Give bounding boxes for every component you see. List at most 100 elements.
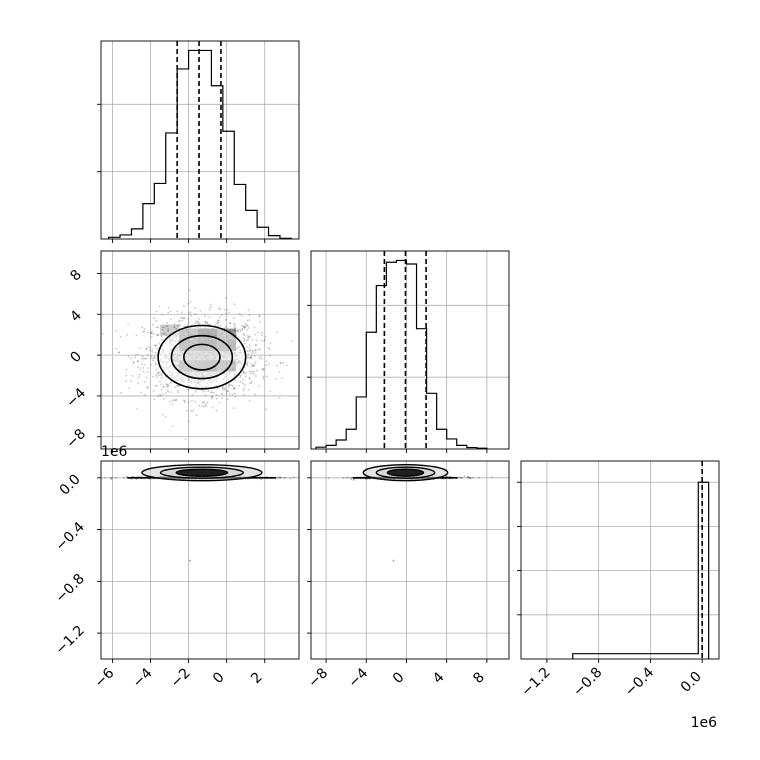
p1-vs-p0-point — [245, 372, 247, 374]
p1-vs-p0-point — [243, 327, 246, 330]
p1-vs-p0-point — [158, 371, 160, 373]
p1-vs-p0-point — [132, 362, 135, 365]
p1-vs-p0-point — [152, 375, 154, 378]
p1-vs-p0-point — [160, 388, 163, 391]
p1-vs-p0-point — [152, 324, 154, 326]
p1-vs-p0-point — [254, 375, 257, 377]
p1-vs-p0-point — [246, 363, 248, 365]
p1-vs-p0-point — [170, 381, 173, 384]
p1-vs-p0-point — [218, 401, 221, 404]
p1-vs-p0-point — [243, 393, 246, 396]
p1-vs-p0-point — [167, 311, 170, 314]
p1-vs-p0-point — [257, 348, 260, 351]
p2-vs-p1-point — [467, 475, 469, 478]
hist-p0-bar-8 — [200, 50, 211, 239]
p1-vs-p0-point — [190, 314, 193, 317]
p1-vs-p0-point — [166, 383, 169, 386]
p1-vs-p0-point — [189, 311, 192, 314]
p1-vs-p0-point — [150, 332, 153, 335]
p1-vs-p0-point — [163, 398, 165, 400]
p1-vs-p0-point — [291, 340, 293, 342]
p1-vs-p0-point — [247, 327, 250, 329]
p1-vs-p0-point — [158, 342, 161, 345]
p1-vs-p0-point — [211, 406, 214, 409]
p1-vs-p0-point — [201, 389, 204, 392]
p1-vs-p0-point — [217, 321, 220, 324]
p1-vs-p0-point — [142, 370, 145, 373]
p2-vs-p1-frame — [310, 460, 510, 660]
p2-vs-p0-outlier — [188, 559, 191, 562]
p1-vs-p0-point — [233, 392, 236, 395]
p1-vs-p0-point — [248, 319, 251, 321]
p2-vs-p1-point — [468, 476, 470, 479]
p1-vs-p0-point — [167, 328, 169, 330]
p1-vs-p0-point — [267, 363, 270, 365]
p1-vs-p0-point — [234, 327, 237, 330]
p1-vs-p0-point — [248, 336, 251, 339]
p1-vs-p0-point — [214, 324, 217, 327]
p1-vs-p0-point — [145, 376, 148, 379]
hist-p2-xtick-label-1: −0.8 — [570, 664, 605, 699]
p1-vs-p0-point — [269, 390, 271, 393]
p1-vs-p0-point — [232, 407, 235, 410]
p1-vs-p0-point — [250, 370, 253, 373]
p1-vs-p0-point — [239, 374, 242, 377]
p1-vs-p0-point — [187, 302, 190, 305]
p1-vs-p0-point — [134, 356, 136, 359]
p1-vs-p0-point — [233, 387, 236, 390]
p2-vs-p0-point — [306, 476, 308, 478]
p1-vs-p0-point — [221, 387, 224, 390]
p1-vs-p0-point — [154, 363, 157, 366]
p1-vs-p0-point — [154, 344, 157, 347]
hist-p1-bar-9 — [406, 264, 416, 449]
p1-vs-p0-point — [255, 344, 257, 347]
p1-vs-p0-point — [243, 326, 245, 329]
p1-vs-p0-point — [251, 365, 254, 367]
p1-vs-p0-point — [254, 351, 257, 353]
p1-vs-p0-point — [250, 355, 253, 358]
p1-vs-p0-point — [278, 371, 281, 373]
p1-vs-p0-marks — [101, 289, 293, 441]
p1-vs-p0-point — [245, 346, 248, 349]
p1-vs-p0-point — [248, 377, 251, 380]
p1-vs-p0-point — [194, 307, 197, 309]
p1-vs-p0-point — [220, 392, 223, 395]
p1-vs-p0-point — [238, 384, 241, 387]
p1-vs-p0-point — [258, 357, 261, 360]
p1-vs-p0-point — [175, 328, 178, 330]
p1-vs-p0-point — [165, 334, 168, 337]
p2-vs-p0-contour-2 — [175, 468, 229, 477]
p2-vs-p0-point — [289, 477, 292, 480]
p1-vs-p0-point — [143, 381, 146, 383]
p1-vs-p0-point — [266, 375, 268, 378]
p1-vs-p0-point — [227, 386, 230, 388]
p1-vs-p0-point — [155, 334, 158, 337]
p1-vs-p0-point — [161, 393, 164, 396]
p1-vs-p0-point — [167, 384, 170, 387]
hist-p1-bar-12 — [437, 429, 447, 449]
hist-p1-bar-2 — [336, 440, 346, 449]
p1-vs-p0-point — [178, 325, 181, 327]
p1-vs-p0-point — [143, 330, 146, 333]
p1-vs-p0-point — [233, 387, 235, 390]
p1-vs-p0-point — [167, 385, 169, 388]
p1-vs-p0-point — [234, 324, 236, 327]
p1-vs-p0-point — [257, 384, 260, 387]
hist-p2-frame — [520, 460, 720, 660]
p2-vs-p0-marks — [103, 463, 308, 562]
p2-vs-p0-point — [115, 477, 117, 479]
p1-vs-p0-point — [166, 321, 169, 324]
p2-vs-p0-point — [140, 475, 142, 478]
p1-vs-p0-point — [136, 360, 139, 362]
p1-vs-p0-point — [150, 332, 153, 334]
p1-vs-p0-point — [242, 371, 245, 374]
p1-vs-p0-point — [247, 356, 250, 359]
p1-vs-p0-point — [225, 326, 227, 329]
p1-vs-p0-point — [139, 368, 142, 371]
p2-vs-p0-point — [137, 475, 140, 478]
p1-vs-p0-point — [265, 408, 268, 411]
p1-vs-p0-point — [226, 389, 229, 392]
p1-vs-p0-point — [175, 399, 177, 402]
p1-vs-p0-point — [173, 323, 176, 326]
p1-vs-p0-point — [188, 289, 191, 292]
